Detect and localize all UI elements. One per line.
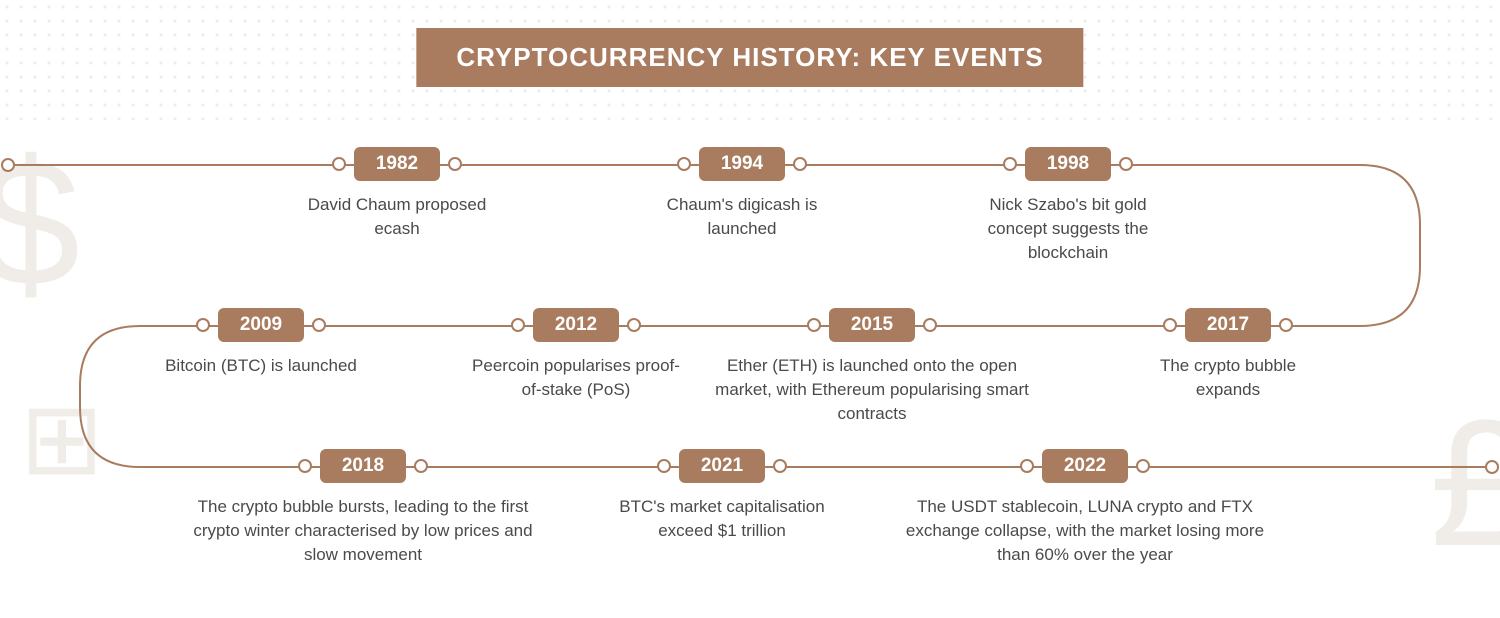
event-description: Bitcoin (BTC) is launched: [161, 354, 361, 378]
year-badge: 2009: [218, 308, 304, 342]
year-badge: 2012: [533, 308, 619, 342]
timeline-event: 1994 Chaum's digicash is launched: [642, 147, 842, 241]
event-description: Nick Szabo's bit gold concept suggests t…: [958, 193, 1178, 264]
event-description: Chaum's digicash is launched: [642, 193, 842, 241]
event-description: The USDT stablecoin, LUNA crypto and FTX…: [895, 495, 1275, 566]
timeline-event: 2015 Ether (ETH) is launched onto the ope…: [712, 308, 1032, 425]
year-badge: 1998: [1025, 147, 1111, 181]
timeline-event: 1998 Nick Szabo's bit gold concept sugges…: [958, 147, 1178, 264]
event-description: The crypto bubble expands: [1128, 354, 1328, 402]
page-title: CRYPTOCURRENCY HISTORY: KEY EVENTS: [416, 28, 1083, 87]
event-description: The crypto bubble bursts, leading to the…: [183, 495, 543, 566]
timeline-event: 2012 Peercoin popularises proof-of-stake …: [466, 308, 686, 402]
event-description: Ether (ETH) is launched onto the open ma…: [712, 354, 1032, 425]
year-badge: 2022: [1042, 449, 1128, 483]
timeline-event: 2017 The crypto bubble expands: [1128, 308, 1328, 402]
year-badge: 1994: [699, 147, 785, 181]
event-description: David Chaum proposed ecash: [297, 193, 497, 241]
year-badge: 1982: [354, 147, 440, 181]
timeline-event: 2009 Bitcoin (BTC) is launched: [161, 308, 361, 378]
year-badge: 2021: [679, 449, 765, 483]
year-badge: 2015: [829, 308, 915, 342]
year-badge: 2017: [1185, 308, 1271, 342]
event-description: Peercoin popularises proof-of-stake (PoS…: [466, 354, 686, 402]
timeline-event: 2022 The USDT stablecoin, LUNA crypto and…: [895, 449, 1275, 566]
year-badge: 2018: [320, 449, 406, 483]
timeline-event: 1982 David Chaum proposed ecash: [297, 147, 497, 241]
timeline-event: 2021 BTC's market capitalisation exceed $…: [612, 449, 832, 543]
event-description: BTC's market capitalisation exceed $1 tr…: [612, 495, 832, 543]
timeline-event: 2018 The crypto bubble bursts, leading to…: [183, 449, 543, 566]
